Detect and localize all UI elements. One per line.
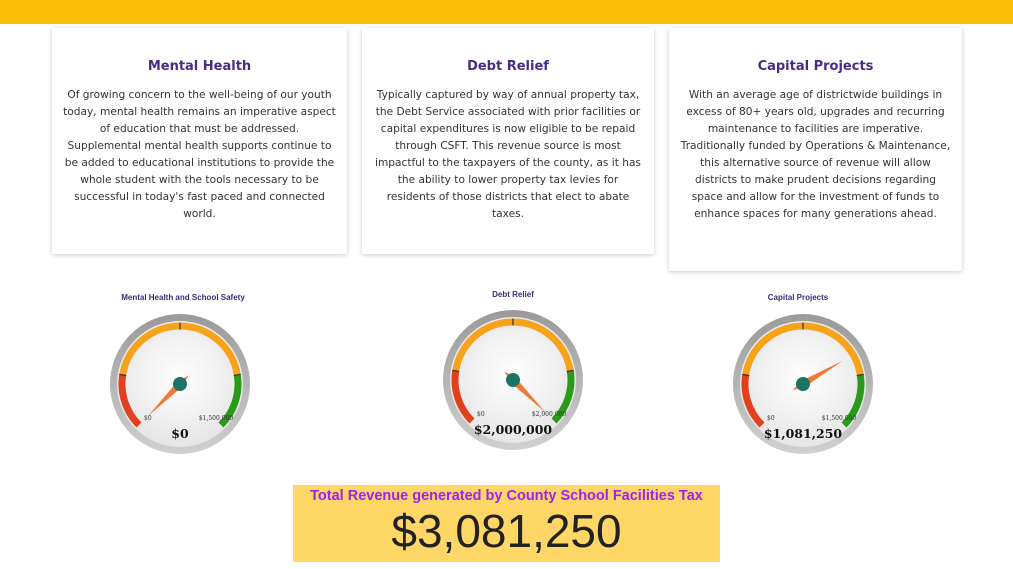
gauge-tick [119, 373, 127, 377]
gauge-max-label: $2,000,000 [532, 411, 567, 418]
card-capital-projects: Capital Projects With an average age of … [669, 28, 962, 271]
gauge-min-label: $0 [477, 411, 485, 418]
gauge-svg: $0 $2,000,000 $2,000,000 [443, 310, 583, 450]
gauge-title-capital-projects: Capital Projects [767, 293, 829, 302]
gauge-tick [233, 373, 241, 377]
gauge-tick [452, 369, 460, 373]
gauge-hub [173, 377, 187, 391]
card-debt-relief: Debt Relief Typically captured by way of… [362, 28, 654, 254]
gauge-value-label: $1,081,250 [764, 426, 843, 441]
gauge-band-high [551, 370, 575, 424]
top-bar [0, 0, 1013, 24]
gauge-min-label: $0 [144, 415, 152, 422]
gauge-band-low [741, 374, 765, 428]
gauge-capital-projects: $0 $1,500,000 $1,081,250 [731, 312, 875, 456]
card-title: Mental Health [147, 59, 252, 74]
card-body: Of growing concern to the well-being of … [63, 89, 336, 220]
gauge-min-label: $0 [767, 415, 775, 422]
gauge-band-low [451, 370, 475, 424]
gauge-mental-health: $0 $1,500,000 $0 [108, 312, 252, 456]
gauge-title-mental-health: Mental Health and School Safety [121, 293, 245, 302]
card-body: With an average age of districtwide buil… [680, 89, 951, 220]
gauge-value-label: $0 [171, 426, 189, 441]
gauge-band-high [841, 374, 865, 428]
gauge-value-label: $2,000,000 [474, 422, 553, 437]
card-title: Debt Relief [467, 59, 549, 74]
total-revenue-box: Total Revenue generated by County School… [293, 485, 720, 562]
gauge-max-label: $1,500,000 [822, 415, 857, 422]
gauge-tick [742, 373, 750, 377]
total-revenue-label: Total Revenue generated by County School… [310, 488, 703, 504]
gauge-band-high [218, 374, 242, 428]
gauge-max-label: $1,500,000 [199, 415, 234, 422]
card-body: Typically captured by way of annual prop… [375, 89, 641, 220]
gauge-tick [566, 369, 574, 373]
gauge-hub [796, 377, 810, 391]
gauge-svg: $0 $1,500,000 $0 [110, 314, 250, 454]
card-title: Capital Projects [757, 59, 874, 74]
gauge-band-low [118, 374, 142, 428]
gauge-debt-relief: $0 $2,000,000 $2,000,000 [441, 308, 585, 452]
gauge-title-debt-relief: Debt Relief [492, 290, 534, 299]
total-revenue-value: $3,081,250 [391, 505, 622, 557]
gauge-tick [856, 373, 864, 377]
gauge-svg: $0 $1,500,000 $1,081,250 [733, 314, 873, 454]
card-mental-health: Mental Health Of growing concern to the … [52, 28, 347, 254]
gauge-hub [506, 373, 520, 387]
